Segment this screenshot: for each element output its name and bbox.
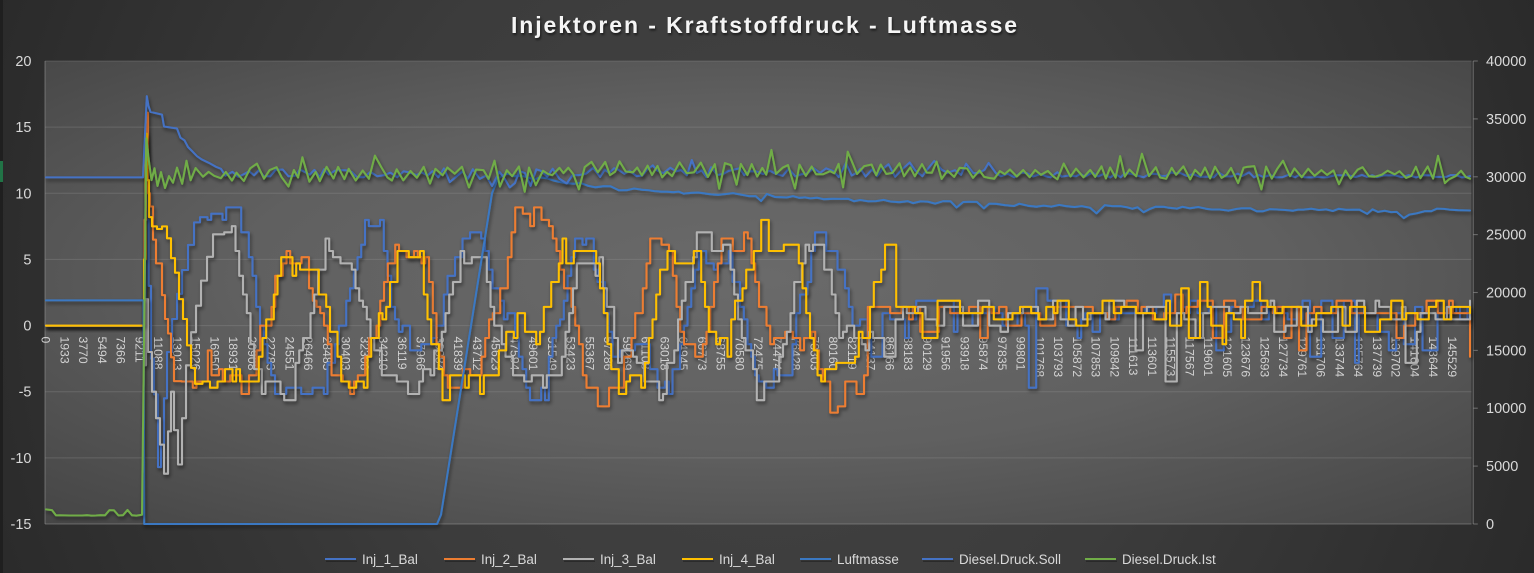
svg-text:30000: 30000 bbox=[1486, 170, 1526, 186]
svg-text:25000: 25000 bbox=[1486, 228, 1526, 244]
svg-text:18931: 18931 bbox=[226, 337, 240, 371]
svg-text:-10: -10 bbox=[11, 451, 32, 467]
svg-text:5494: 5494 bbox=[95, 337, 109, 364]
svg-text:-5: -5 bbox=[19, 385, 32, 401]
svg-text:91956: 91956 bbox=[939, 337, 953, 371]
svg-text:99801: 99801 bbox=[1014, 337, 1028, 371]
svg-text:15: 15 bbox=[15, 120, 31, 136]
svg-text:103793: 103793 bbox=[1051, 337, 1065, 378]
svg-text:Inj_4_Bal: Inj_4_Bal bbox=[719, 552, 775, 567]
svg-text:145529: 145529 bbox=[1445, 337, 1459, 378]
svg-text:55367: 55367 bbox=[582, 337, 596, 371]
svg-text:133744: 133744 bbox=[1332, 337, 1346, 378]
svg-text:0: 0 bbox=[39, 337, 53, 344]
svg-text:97835: 97835 bbox=[995, 337, 1009, 371]
svg-text:Inj_3_Bal: Inj_3_Bal bbox=[600, 552, 656, 567]
svg-text:139702: 139702 bbox=[1389, 337, 1403, 378]
svg-text:Inj_2_Bal: Inj_2_Bal bbox=[481, 552, 537, 567]
svg-text:80160: 80160 bbox=[826, 337, 840, 371]
svg-text:63018: 63018 bbox=[657, 337, 671, 371]
svg-text:95874: 95874 bbox=[976, 337, 990, 371]
svg-text:35000: 35000 bbox=[1486, 112, 1526, 128]
svg-text:Inj_1_Bal: Inj_1_Bal bbox=[362, 552, 418, 567]
svg-text:45623: 45623 bbox=[489, 337, 503, 371]
svg-text:70580: 70580 bbox=[732, 337, 746, 371]
svg-text:115573: 115573 bbox=[1164, 337, 1178, 377]
svg-text:3770: 3770 bbox=[76, 337, 90, 364]
svg-text:34210: 34210 bbox=[376, 337, 390, 371]
svg-text:82119: 82119 bbox=[845, 337, 859, 370]
svg-text:5: 5 bbox=[23, 252, 31, 268]
svg-text:117567: 117567 bbox=[1182, 337, 1196, 377]
svg-text:20908: 20908 bbox=[245, 337, 259, 371]
svg-text:37966: 37966 bbox=[414, 337, 428, 371]
svg-text:Diesel.Druck.Ist: Diesel.Druck.Ist bbox=[1122, 552, 1216, 567]
svg-text:101768: 101768 bbox=[1032, 337, 1046, 378]
svg-text:88183: 88183 bbox=[901, 337, 915, 371]
svg-text:123676: 123676 bbox=[1239, 337, 1253, 378]
svg-text:26466: 26466 bbox=[301, 337, 315, 371]
svg-text:86166: 86166 bbox=[882, 337, 896, 371]
svg-text:15026: 15026 bbox=[189, 337, 203, 371]
svg-text:5000: 5000 bbox=[1486, 459, 1518, 475]
svg-text:49601: 49601 bbox=[526, 337, 540, 371]
svg-text:43712: 43712 bbox=[470, 337, 484, 371]
svg-text:74474: 74474 bbox=[770, 337, 784, 371]
svg-text:111613: 111613 bbox=[1126, 337, 1140, 376]
svg-text:-15: -15 bbox=[11, 517, 32, 533]
svg-text:105872: 105872 bbox=[1070, 337, 1084, 378]
svg-text:127734: 127734 bbox=[1276, 337, 1290, 378]
svg-text:125693: 125693 bbox=[1257, 337, 1271, 378]
svg-text:0: 0 bbox=[1486, 517, 1494, 533]
svg-text:41839: 41839 bbox=[451, 337, 465, 371]
svg-text:0: 0 bbox=[23, 319, 31, 335]
svg-text:1933: 1933 bbox=[57, 337, 71, 364]
svg-text:16950: 16950 bbox=[207, 337, 221, 371]
svg-text:Diesel.Druck.Soll: Diesel.Druck.Soll bbox=[959, 552, 1061, 567]
svg-text:90129: 90129 bbox=[920, 337, 934, 371]
svg-text:107853: 107853 bbox=[1089, 337, 1103, 378]
svg-text:93918: 93918 bbox=[957, 337, 971, 371]
svg-text:Luftmasse: Luftmasse bbox=[837, 552, 899, 567]
svg-text:10000: 10000 bbox=[1486, 401, 1526, 417]
svg-text:113601: 113601 bbox=[1145, 337, 1159, 377]
svg-text:53423: 53423 bbox=[564, 337, 578, 371]
svg-text:Injektoren - Kraftstoffdruck -: Injektoren - Kraftstoffdruck - Luftmasse bbox=[511, 12, 1019, 38]
svg-text:137739: 137739 bbox=[1370, 337, 1384, 378]
svg-text:7366: 7366 bbox=[114, 337, 128, 364]
svg-text:40000: 40000 bbox=[1486, 54, 1526, 70]
svg-text:36119: 36119 bbox=[395, 337, 409, 370]
svg-text:119601: 119601 bbox=[1201, 337, 1215, 377]
svg-text:109842: 109842 bbox=[1107, 337, 1121, 378]
svg-text:24551: 24551 bbox=[282, 337, 296, 371]
svg-text:20: 20 bbox=[15, 54, 31, 70]
svg-text:20000: 20000 bbox=[1486, 286, 1526, 302]
svg-text:10: 10 bbox=[15, 186, 31, 202]
svg-text:15000: 15000 bbox=[1486, 343, 1526, 359]
